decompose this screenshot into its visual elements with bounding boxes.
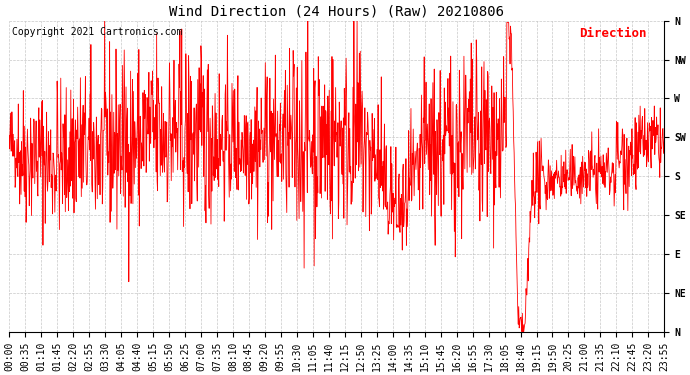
Direction bbox=[595, 127, 603, 131]
Title: Wind Direction (24 Hours) (Raw) 20210806: Wind Direction (24 Hours) (Raw) 20210806 bbox=[169, 4, 504, 18]
Direction bbox=[531, 189, 540, 194]
Direction bbox=[399, 168, 407, 173]
Line: Direction: Direction bbox=[9, 21, 664, 332]
Direction bbox=[81, 74, 90, 79]
Direction bbox=[644, 132, 653, 136]
Direction bbox=[5, 133, 13, 138]
Text: Direction: Direction bbox=[579, 27, 647, 40]
Direction bbox=[660, 136, 669, 141]
Direction bbox=[101, 18, 109, 23]
Direction bbox=[299, 149, 307, 154]
Direction bbox=[518, 330, 526, 334]
Text: Copyright 2021 Cartronics.com: Copyright 2021 Cartronics.com bbox=[12, 27, 183, 37]
